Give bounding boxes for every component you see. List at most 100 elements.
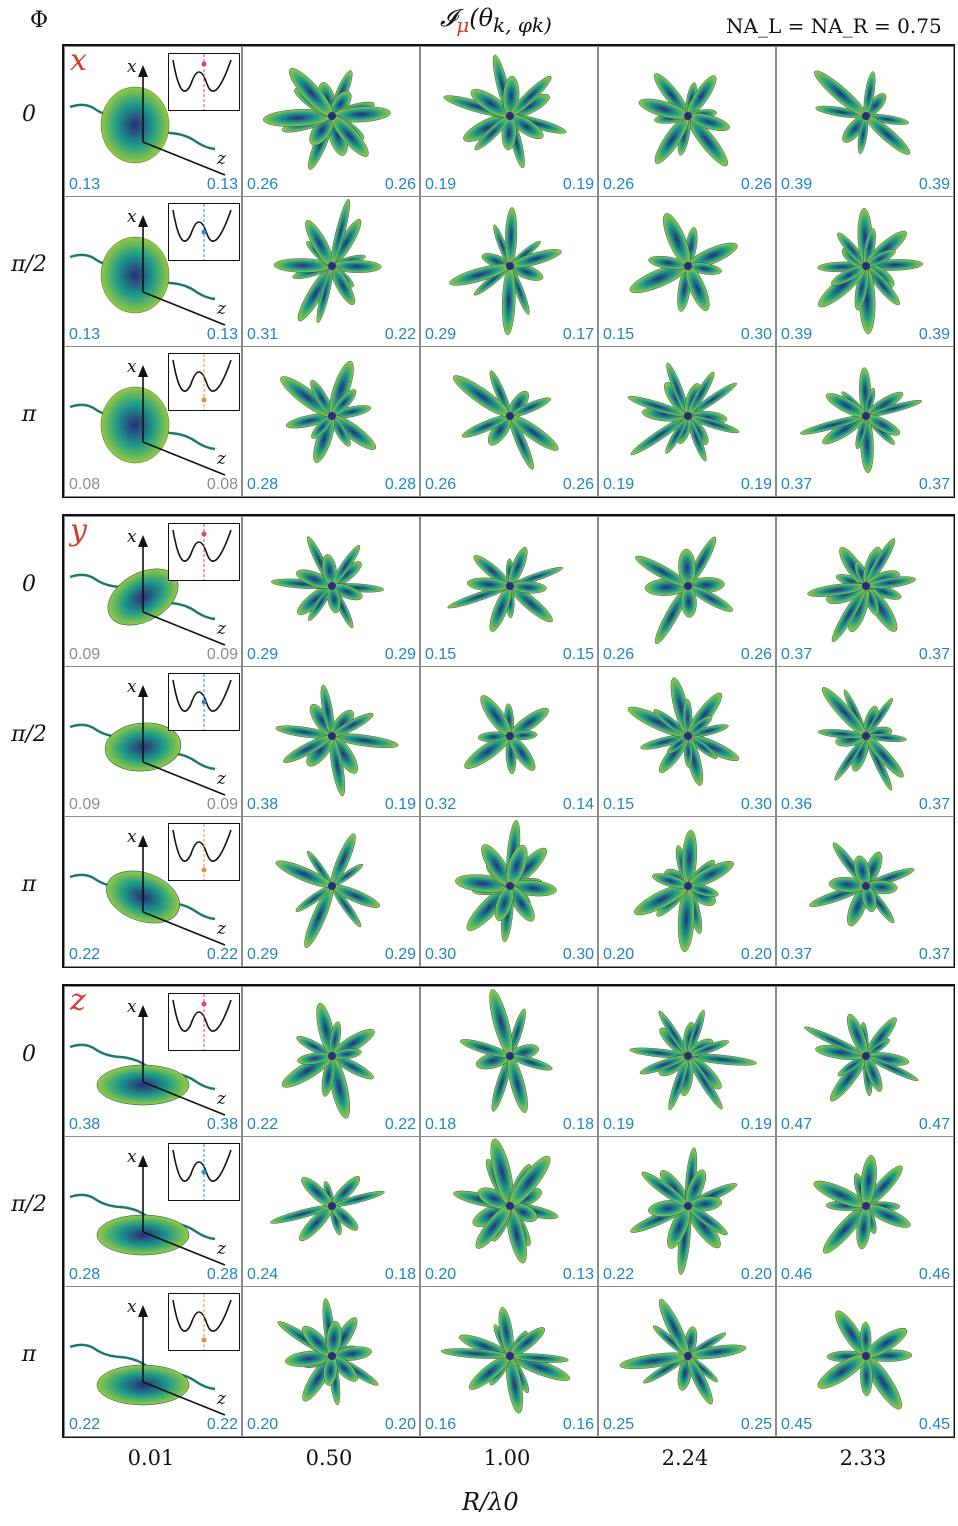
lobe-center bbox=[328, 112, 336, 120]
left-value: 0.30 bbox=[425, 946, 457, 963]
right-value: 0.30 bbox=[562, 946, 594, 963]
radiation-pattern-plot bbox=[460, 989, 553, 1113]
lobe-center bbox=[328, 412, 336, 420]
lobe-center bbox=[862, 882, 870, 890]
x-axis-arrowhead bbox=[138, 215, 148, 227]
potential-inset bbox=[168, 53, 240, 111]
pattern-cell: 0.20 0.20 bbox=[598, 816, 776, 967]
z-axis-letter: z bbox=[217, 149, 226, 169]
left-value: 0.15 bbox=[603, 326, 635, 343]
right-value: 0.17 bbox=[562, 326, 594, 343]
phase-marker-dot bbox=[201, 61, 207, 67]
pattern-cell: 0.19 0.19 bbox=[420, 46, 598, 197]
double-well-curve bbox=[172, 359, 232, 392]
pattern-cell: x z 0.22 0.22 bbox=[64, 1286, 242, 1437]
phase-marker-dot bbox=[201, 1001, 207, 1007]
phase-marker-dot bbox=[201, 867, 207, 873]
pattern-cell: 0.26 0.26 bbox=[242, 46, 420, 197]
left-value: 0.22 bbox=[69, 946, 101, 963]
x-tick-label: 2.33 bbox=[839, 1446, 887, 1470]
right-value: 0.39 bbox=[918, 326, 950, 343]
right-value: 0.37 bbox=[918, 796, 950, 813]
left-value: 0.29 bbox=[247, 946, 279, 963]
radiation-pattern-plot bbox=[443, 54, 567, 169]
radiation-pattern-plot bbox=[814, 70, 911, 155]
x-tick-label: 2.24 bbox=[661, 1446, 709, 1470]
right-value: 0.22 bbox=[206, 1416, 238, 1433]
right-value: 0.20 bbox=[740, 1266, 772, 1283]
lobe-center bbox=[684, 1352, 692, 1360]
polarization-label: y bbox=[70, 516, 87, 548]
pattern-cell: 0.45 0.45 bbox=[776, 1286, 954, 1437]
title-rest: k, φk) bbox=[493, 12, 552, 37]
pattern-cell: 0.46 0.46 bbox=[776, 1136, 954, 1287]
left-value: 0.37 bbox=[781, 946, 813, 963]
radiation-pattern-plot bbox=[635, 536, 733, 645]
radiation-pattern-plot bbox=[69, 535, 226, 646]
right-value: 0.18 bbox=[384, 1266, 416, 1283]
radiation-pattern-plot bbox=[69, 1155, 226, 1266]
double-well-curve bbox=[172, 829, 232, 862]
x-axis-arrowhead bbox=[138, 685, 148, 697]
pattern-cell: x z 0.28 0.28 bbox=[64, 1136, 242, 1287]
phi-row-label: 0 bbox=[22, 1042, 36, 1067]
left-value: 0.28 bbox=[247, 476, 279, 493]
left-value: 0.22 bbox=[603, 1266, 635, 1283]
phase-marker-dot bbox=[201, 531, 207, 537]
pattern-cell: 0.29 0.17 bbox=[420, 196, 598, 347]
right-value: 0.47 bbox=[918, 1116, 950, 1133]
lobe-center bbox=[862, 1202, 870, 1210]
right-value: 0.13 bbox=[562, 1266, 594, 1283]
lobe-center bbox=[862, 1052, 870, 1060]
right-value: 0.19 bbox=[562, 176, 594, 193]
z-axis-arrow bbox=[142, 1381, 226, 1416]
right-value: 0.26 bbox=[562, 476, 594, 493]
radiation-pattern-plot bbox=[69, 835, 226, 946]
pattern-cell: 0.38 0.19 bbox=[242, 666, 420, 817]
right-value: 0.19 bbox=[384, 796, 416, 813]
x-tick-label: 1.00 bbox=[483, 1446, 531, 1470]
radiation-pattern-plot bbox=[813, 1155, 911, 1254]
left-value: 0.39 bbox=[781, 176, 813, 193]
lobe-center bbox=[862, 412, 870, 420]
right-value: 0.25 bbox=[740, 1416, 772, 1433]
pattern-cell: 0.31 0.22 bbox=[242, 196, 420, 347]
right-value: 0.09 bbox=[206, 796, 238, 813]
radiation-pattern-plot bbox=[629, 1009, 757, 1111]
right-value: 0.15 bbox=[562, 646, 594, 663]
radiation-lobe bbox=[687, 1344, 747, 1360]
right-value: 0.30 bbox=[740, 796, 772, 813]
pattern-cell: 0.22 0.22 bbox=[242, 986, 420, 1137]
pattern-cell: 0.30 0.30 bbox=[420, 816, 598, 967]
double-well-curve bbox=[172, 1299, 232, 1332]
z-axis-letter: z bbox=[217, 919, 226, 939]
phase-marker-dot bbox=[201, 699, 207, 705]
lobe-center bbox=[506, 412, 514, 420]
phi-row-label: π bbox=[21, 402, 37, 427]
z-axis-arrow bbox=[142, 761, 226, 796]
lobe-center bbox=[506, 262, 514, 270]
lobe-center bbox=[328, 1202, 336, 1210]
x-axis-arrowhead bbox=[138, 835, 148, 847]
right-value: 0.30 bbox=[740, 326, 772, 343]
x-axis-arrowhead bbox=[138, 65, 148, 77]
z-axis-arrow bbox=[142, 911, 226, 946]
pattern-cell: 0.32 0.14 bbox=[420, 666, 598, 817]
potential-inset bbox=[168, 823, 240, 881]
lobe-center bbox=[328, 882, 336, 890]
polarization-block-x: x x z 0.13 0.13 0.26 0.26 0.19 0.19 0.26 0.26 0.39 0… bbox=[62, 44, 955, 498]
pattern-cell: 0.26 0.26 bbox=[420, 346, 598, 497]
left-value: 0.09 bbox=[69, 796, 101, 813]
phi-row-label: π bbox=[21, 1342, 37, 1367]
right-value: 0.28 bbox=[206, 1266, 238, 1283]
double-well-curve bbox=[172, 679, 232, 712]
lobe-center bbox=[862, 112, 870, 120]
right-value: 0.29 bbox=[384, 646, 416, 663]
radiation-pattern-plot bbox=[69, 1005, 226, 1116]
left-value: 0.19 bbox=[603, 1116, 635, 1133]
radiation-lobe bbox=[501, 265, 516, 336]
radiation-pattern-plot bbox=[69, 1305, 226, 1416]
x-axis-arrowhead bbox=[138, 1005, 148, 1017]
phi-row-label: 0 bbox=[22, 102, 36, 127]
right-value: 0.16 bbox=[562, 1416, 594, 1433]
